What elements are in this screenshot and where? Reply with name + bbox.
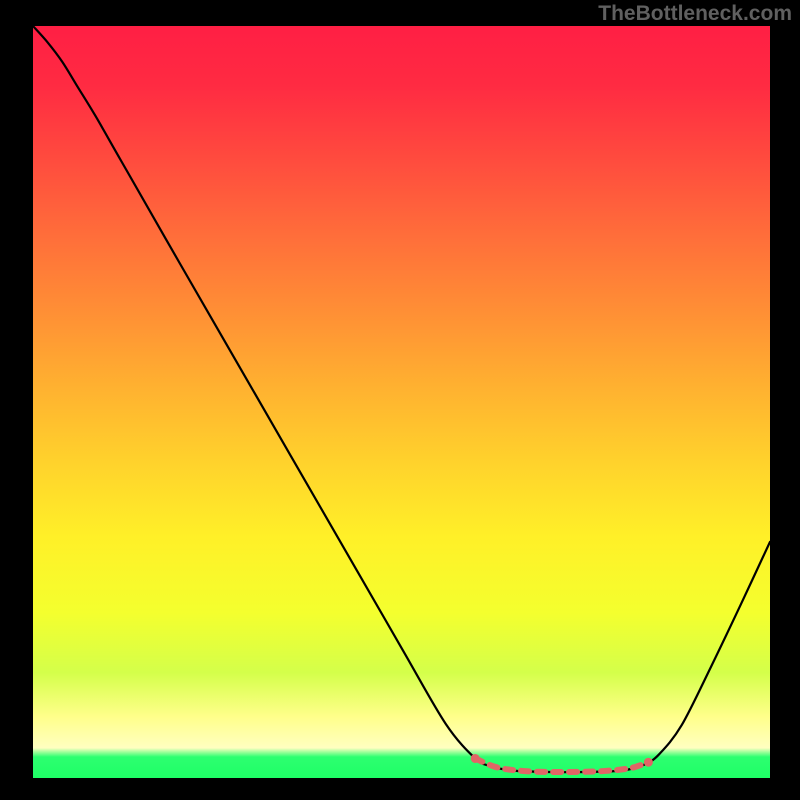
chart-background	[33, 26, 770, 778]
chart-container: TheBottleneck.com	[0, 0, 800, 800]
optimal-range-start-marker	[471, 754, 480, 763]
watermark-text: TheBottleneck.com	[598, 2, 792, 26]
optimal-range-end-marker	[644, 758, 653, 767]
bottleneck-chart	[33, 26, 770, 778]
plot-area	[33, 26, 770, 778]
